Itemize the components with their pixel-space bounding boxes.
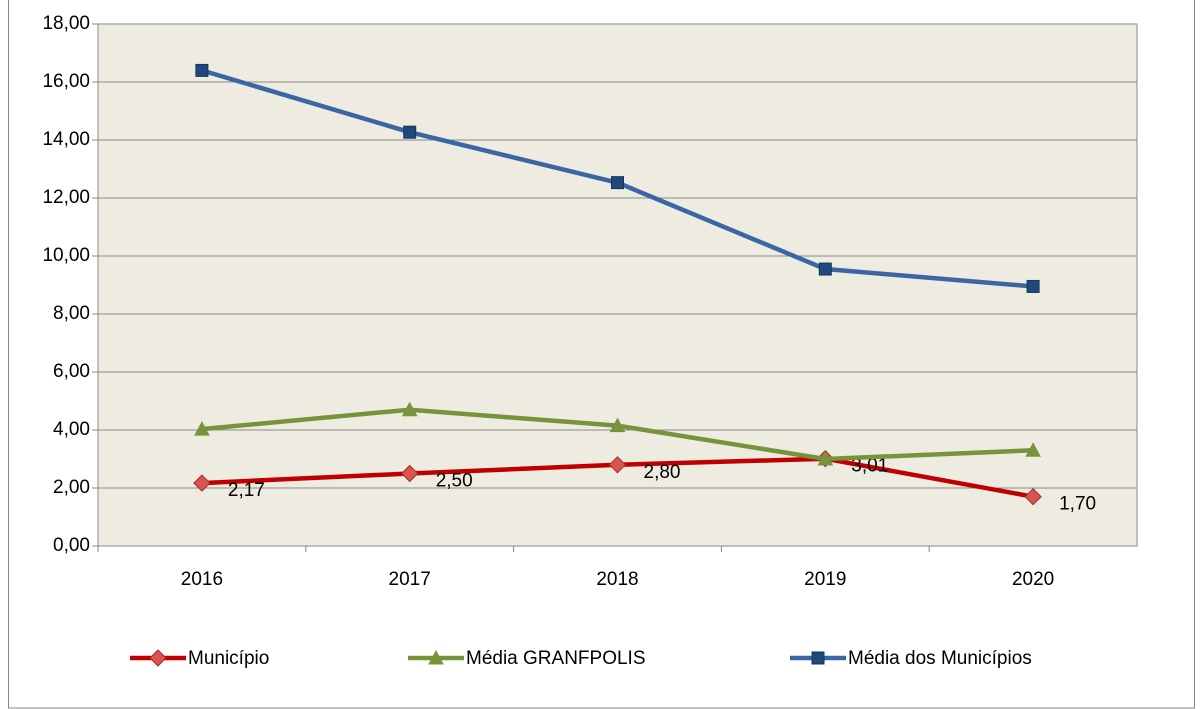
point [401,401,418,417]
point [817,450,834,466]
legend-label: Município [188,648,269,669]
y-tick-label: 4,00 [53,419,90,440]
y-tick-label: 8,00 [53,303,90,324]
point [193,474,211,492]
x-tick-label: 2019 [804,569,846,590]
x-tick-label: 2020 [1012,569,1054,590]
y-tick-label: 18,00 [42,13,90,34]
y-tick-label: 14,00 [42,129,90,150]
point [608,456,627,474]
data-label: 2,17 [228,480,265,501]
point [195,63,209,77]
legend-label: Média GRANFPOLIS [466,648,646,669]
data-label: 3,01 [851,456,888,477]
point [611,176,624,190]
data-label: 1,70 [1059,494,1096,515]
data-label: 2,50 [436,471,473,492]
point [818,262,832,276]
point [1025,442,1041,457]
point [194,421,210,436]
y-tick-label: 10,00 [42,245,90,266]
x-tick-label: 2017 [389,569,431,590]
legend-marker [811,651,825,665]
x-tick-label: 2018 [596,569,638,590]
x-tick-label: 2016 [181,569,223,590]
y-tick-label: 12,00 [42,187,90,208]
point [1026,279,1040,293]
point [1024,487,1042,506]
y-tick-label: 6,00 [53,361,90,382]
point [400,464,419,483]
legend-label: Média dos Municípios [848,648,1032,669]
data-label: 2,80 [644,462,681,483]
legend-marker [149,649,167,667]
y-tick-label: 2,00 [53,477,90,498]
y-tick-label: 0,00 [53,535,90,556]
legend-marker [428,649,444,665]
y-tick-label: 16,00 [42,71,90,92]
point [609,417,626,433]
point [403,125,417,139]
